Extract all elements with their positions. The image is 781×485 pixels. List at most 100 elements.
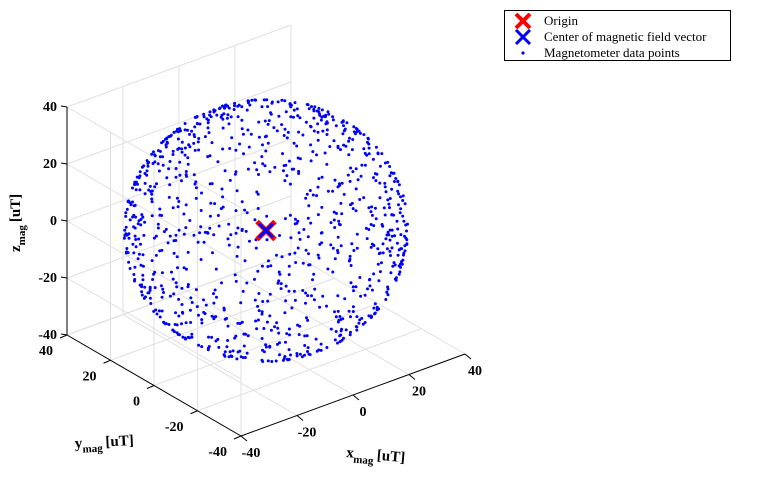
data-point <box>279 287 283 291</box>
data-point <box>183 122 187 125</box>
data-point <box>236 115 240 119</box>
data-point <box>373 302 377 306</box>
data-point <box>369 245 373 249</box>
data-point <box>277 114 281 118</box>
data-point <box>316 138 320 142</box>
data-point <box>332 210 336 214</box>
data-point <box>254 246 258 250</box>
data-point <box>351 170 355 174</box>
data-point <box>343 297 347 301</box>
data-point <box>157 309 161 313</box>
data-point <box>229 233 233 237</box>
y-tick-mark <box>146 385 155 389</box>
data-point <box>380 261 383 265</box>
data-point <box>139 223 143 227</box>
data-point <box>125 207 129 211</box>
data-point <box>359 174 363 178</box>
data-point <box>266 299 270 303</box>
data-point <box>285 136 289 140</box>
data-point <box>127 260 131 264</box>
x-tick-label: 40 <box>468 364 482 379</box>
data-point <box>350 148 354 152</box>
data-point <box>236 245 240 249</box>
data-point <box>352 289 355 293</box>
data-point <box>149 302 153 305</box>
data-point <box>376 247 380 251</box>
data-point <box>283 127 287 131</box>
data-point <box>186 128 189 132</box>
data-point <box>164 143 168 147</box>
data-point <box>148 286 152 290</box>
data-point <box>402 219 406 223</box>
data-point <box>183 153 187 157</box>
data-point <box>327 112 331 116</box>
z-tick-label: -40 <box>38 328 57 343</box>
data-point <box>397 203 400 207</box>
data-point <box>297 231 301 235</box>
data-point <box>141 253 145 257</box>
data-point <box>185 174 188 178</box>
data-point <box>266 265 270 268</box>
data-point <box>396 253 400 257</box>
data-point <box>202 240 206 244</box>
data-point <box>184 226 188 230</box>
data-point <box>321 129 325 133</box>
data-point <box>355 127 359 131</box>
data-point <box>125 233 129 237</box>
data-point <box>206 231 209 234</box>
data-point <box>131 186 134 190</box>
data-point <box>389 171 393 175</box>
x-tick-label: 0 <box>360 405 367 420</box>
data-point <box>233 101 237 105</box>
data-point <box>372 244 376 247</box>
data-point <box>295 107 299 111</box>
x-tick-mark <box>352 394 360 401</box>
data-point <box>230 136 234 140</box>
data-point <box>253 161 257 165</box>
data-point <box>212 233 216 237</box>
data-point <box>183 146 187 150</box>
data-point <box>394 177 398 180</box>
data-point <box>262 327 266 330</box>
data-point <box>151 278 155 281</box>
data-point <box>178 127 182 131</box>
data-point <box>180 322 183 326</box>
data-point <box>309 143 313 147</box>
data-point <box>303 344 307 347</box>
data-point <box>177 228 181 232</box>
data-point <box>126 251 130 255</box>
data-point <box>329 243 333 247</box>
data-point <box>310 105 313 109</box>
data-point <box>207 335 210 339</box>
data-point <box>199 225 203 229</box>
data-point <box>226 339 230 342</box>
data-point <box>388 228 392 232</box>
data-point <box>340 120 344 124</box>
data-point <box>309 124 312 128</box>
legend-label: Center of magnetic field vector <box>544 29 707 44</box>
data-point <box>301 261 305 265</box>
data-point <box>188 219 192 222</box>
data-point <box>351 285 355 289</box>
data-point <box>167 323 171 326</box>
data-point <box>331 115 335 119</box>
data-point <box>235 189 239 193</box>
data-point <box>178 173 182 177</box>
data-point <box>372 224 376 228</box>
data-point <box>167 195 171 199</box>
data-point <box>196 122 200 126</box>
data-point <box>304 291 308 295</box>
data-point <box>283 355 287 358</box>
data-point <box>244 229 248 233</box>
data-point <box>403 202 407 206</box>
data-point <box>150 200 154 204</box>
data-point <box>210 314 214 318</box>
data-point <box>141 278 145 282</box>
data-point <box>235 357 239 361</box>
data-point <box>386 160 390 164</box>
z-tick-mark <box>60 162 68 165</box>
data-point <box>240 227 244 231</box>
data-point <box>126 200 130 204</box>
data-point <box>283 217 287 221</box>
